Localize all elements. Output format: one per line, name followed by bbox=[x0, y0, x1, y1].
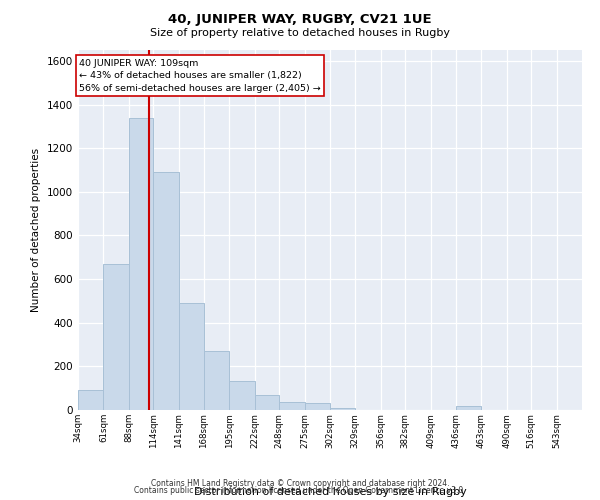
Y-axis label: Number of detached properties: Number of detached properties bbox=[31, 148, 41, 312]
Bar bbox=[456, 406, 481, 410]
Text: 40, JUNIPER WAY, RUGBY, CV21 1UE: 40, JUNIPER WAY, RUGBY, CV21 1UE bbox=[168, 12, 432, 26]
Bar bbox=[305, 404, 330, 410]
Bar bbox=[229, 380, 255, 410]
Text: Contains HM Land Registry data © Crown copyright and database right 2024.: Contains HM Land Registry data © Crown c… bbox=[151, 478, 449, 488]
Text: Contains public sector information licensed under the Open Government Licence v3: Contains public sector information licen… bbox=[134, 486, 466, 495]
Bar bbox=[78, 390, 103, 410]
X-axis label: Distribution of detached houses by size in Rugby: Distribution of detached houses by size … bbox=[194, 486, 466, 496]
Text: Size of property relative to detached houses in Rugby: Size of property relative to detached ho… bbox=[150, 28, 450, 38]
Bar bbox=[204, 351, 229, 410]
Bar bbox=[279, 402, 305, 410]
Bar bbox=[153, 172, 179, 410]
Bar bbox=[103, 264, 129, 410]
Bar bbox=[179, 303, 204, 410]
Text: 40 JUNIPER WAY: 109sqm
← 43% of detached houses are smaller (1,822)
56% of semi-: 40 JUNIPER WAY: 109sqm ← 43% of detached… bbox=[79, 58, 320, 92]
Bar bbox=[330, 408, 355, 410]
Bar bbox=[255, 395, 279, 410]
Bar bbox=[129, 118, 153, 410]
